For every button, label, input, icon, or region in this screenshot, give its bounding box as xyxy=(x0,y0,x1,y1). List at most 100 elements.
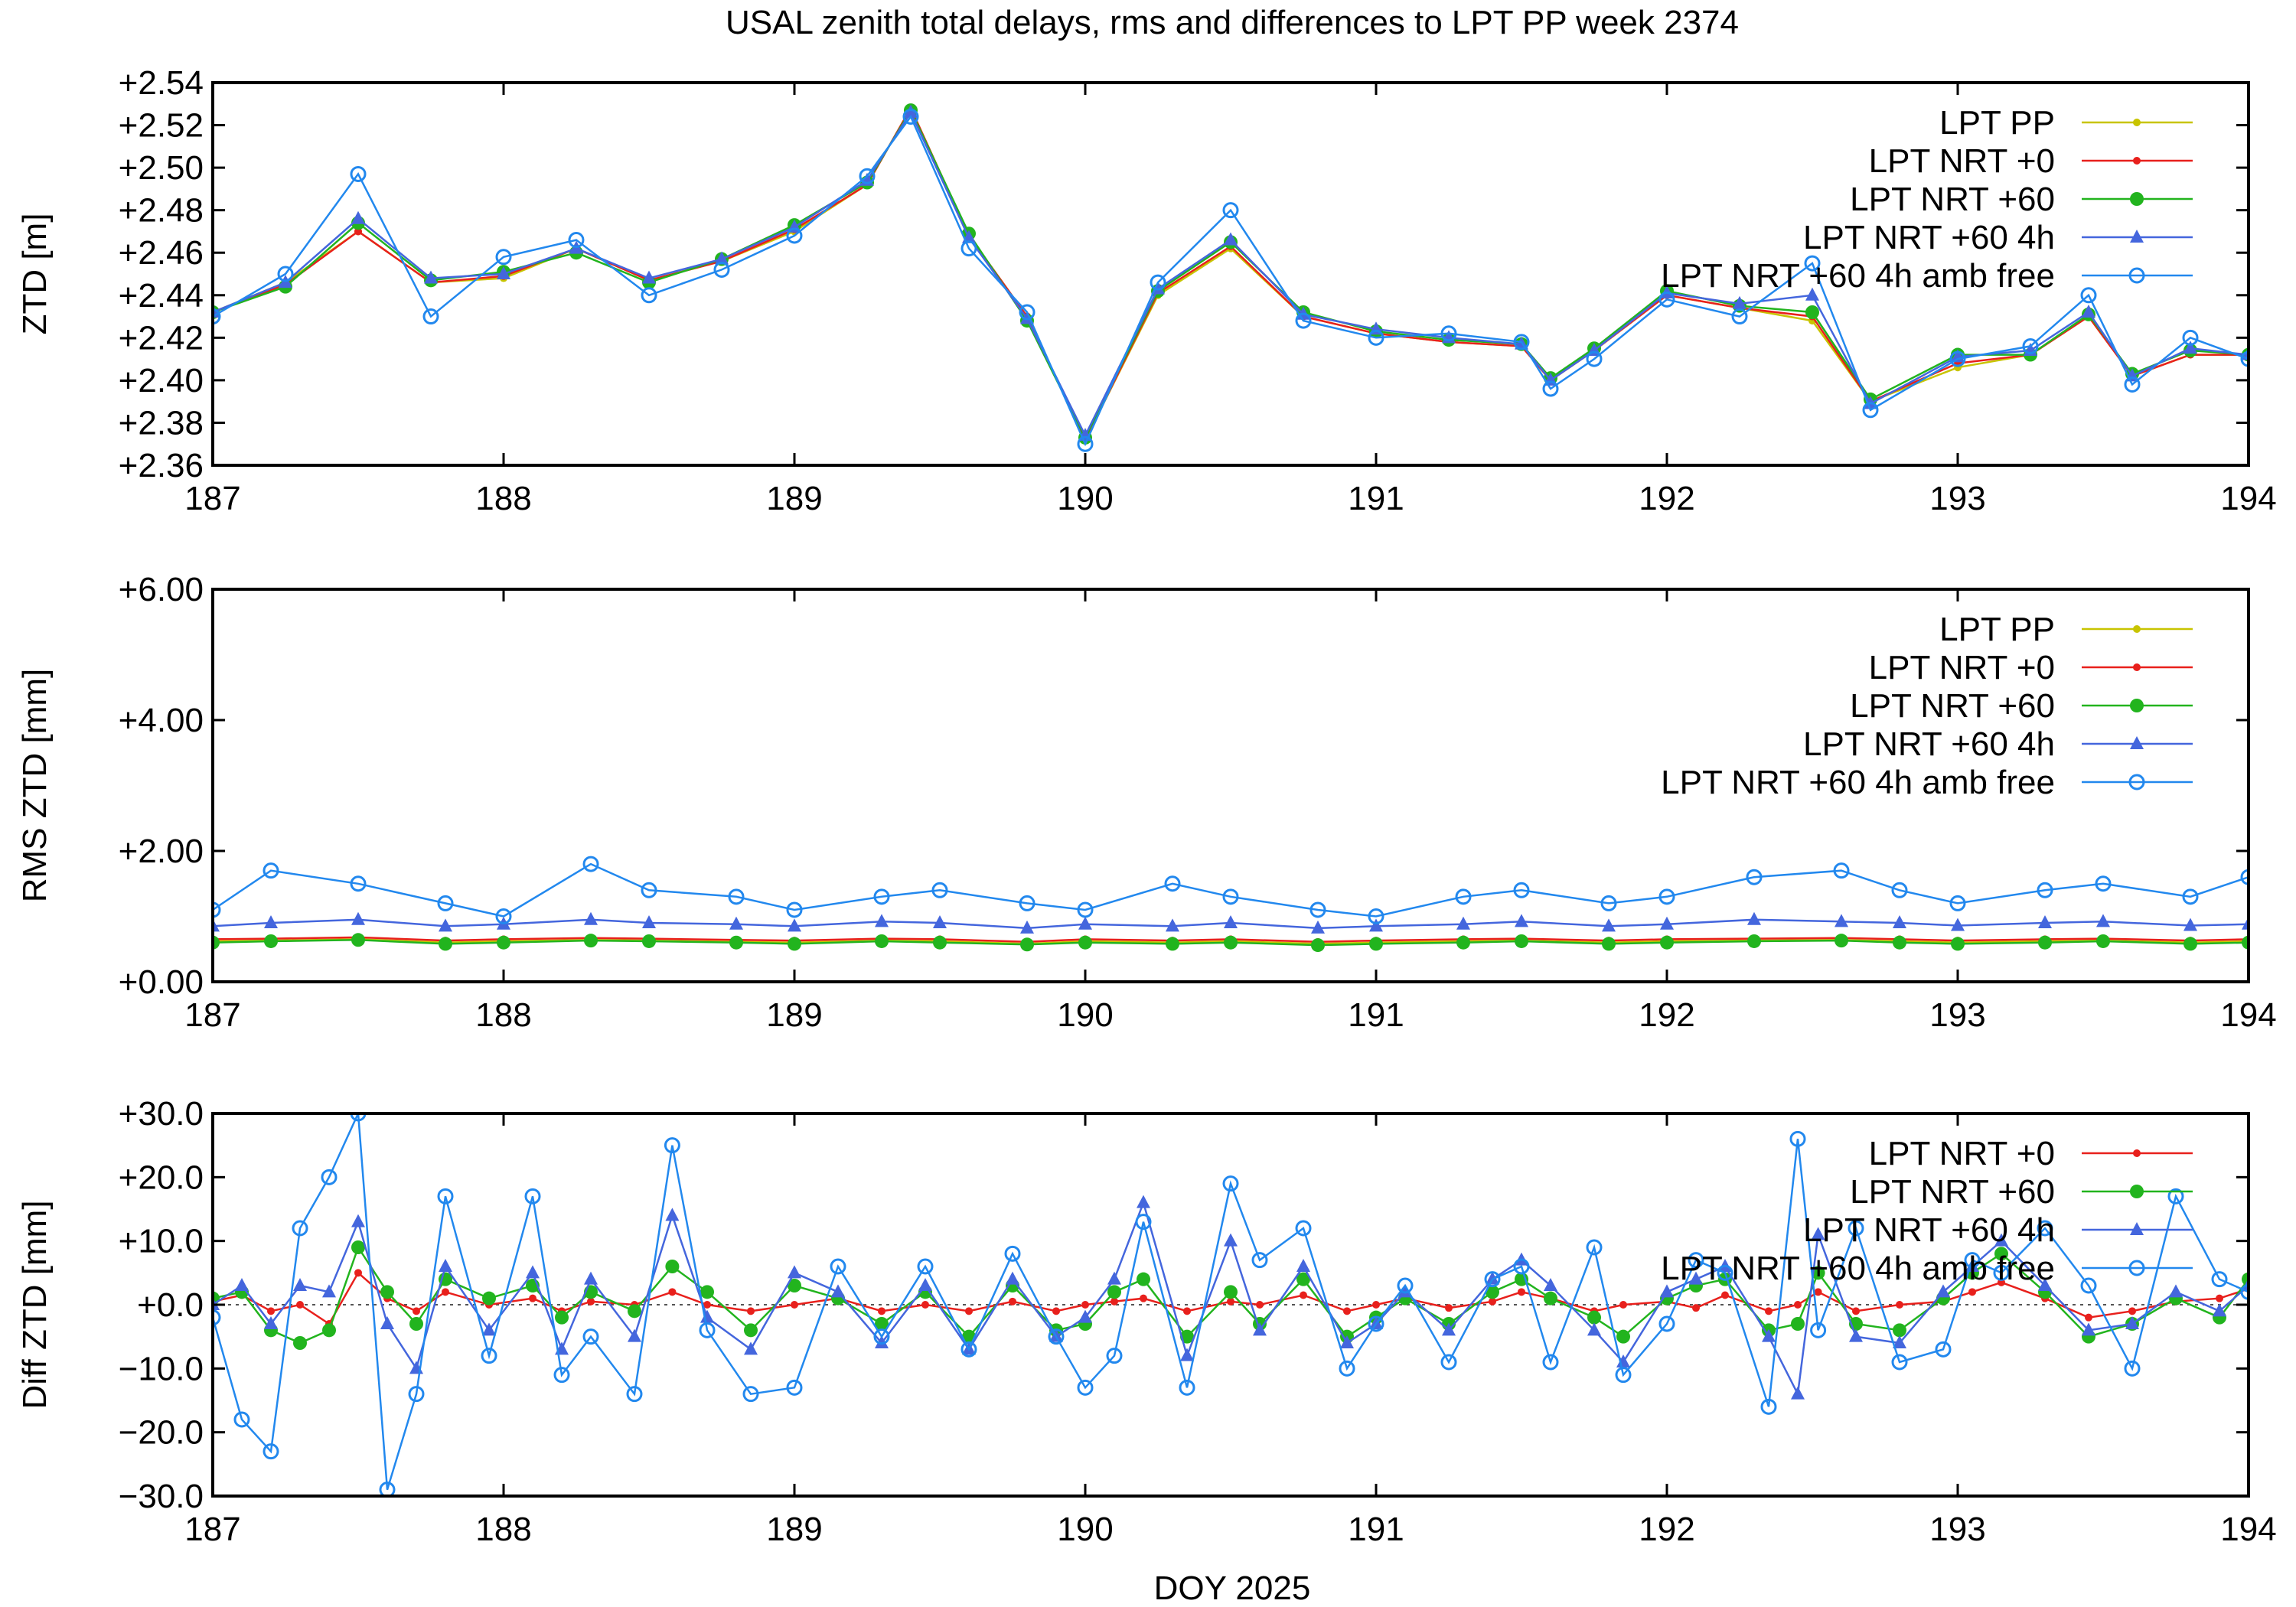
data-point xyxy=(1339,1360,1355,1377)
data-point xyxy=(1486,1271,1499,1285)
data-point xyxy=(878,1307,885,1315)
x-tick-label: 187 xyxy=(184,996,240,1034)
series-line xyxy=(213,114,2249,447)
data-point xyxy=(1369,937,1383,951)
data-point xyxy=(442,1288,449,1296)
data-point xyxy=(2085,1313,2092,1322)
data-point xyxy=(1513,882,1530,898)
data-point xyxy=(791,1301,798,1309)
x-tick-label: 187 xyxy=(184,480,240,517)
data-point xyxy=(213,1309,221,1326)
data-point xyxy=(1586,1239,1603,1256)
data-point xyxy=(1052,1307,1060,1315)
data-point xyxy=(1658,888,1675,905)
data-point xyxy=(2183,341,2197,354)
data-point xyxy=(1179,1379,1195,1396)
data-point xyxy=(524,1188,541,1204)
data-point xyxy=(1811,1266,1825,1280)
series-line xyxy=(213,110,2249,438)
data-point xyxy=(439,1259,452,1272)
plot-area xyxy=(213,856,2249,953)
legend-label: LPT PP xyxy=(1939,611,2055,648)
x-tick-label: 189 xyxy=(766,996,822,1034)
x-tick-label: 188 xyxy=(475,1511,531,1548)
legend-marker xyxy=(2133,119,2141,126)
legend-item-lpt-nrt-60-4h-amb-free: LPT NRT +60 4h amb free xyxy=(1661,764,2193,801)
data-point xyxy=(917,1258,934,1275)
data-point xyxy=(2182,329,2199,346)
data-point xyxy=(424,270,438,284)
data-point xyxy=(1110,1297,1118,1305)
data-point xyxy=(628,1304,641,1319)
data-point xyxy=(1692,1304,1700,1312)
data-point xyxy=(1440,325,1457,342)
data-point xyxy=(875,1335,889,1348)
data-point xyxy=(1891,1354,1908,1371)
data-point xyxy=(1343,1307,1351,1315)
data-point xyxy=(354,1269,362,1277)
data-point xyxy=(1893,915,1906,929)
data-point xyxy=(439,937,452,951)
data-point xyxy=(1180,1329,1194,1344)
data-point xyxy=(641,287,657,304)
data-point xyxy=(233,1411,250,1428)
legend-item-lpt-nrt-60-4h: LPT NRT +60 4h xyxy=(1803,219,2193,256)
legend-label: LPT PP xyxy=(1939,104,2055,142)
legend-marker xyxy=(2133,625,2141,633)
series-line xyxy=(213,1113,2249,1491)
data-point xyxy=(1295,312,1312,329)
data-point xyxy=(1587,1310,1601,1325)
legend-item-lpt-nrt-0: LPT NRT +0 xyxy=(1869,649,2193,686)
data-point xyxy=(1227,1297,1234,1305)
data-point xyxy=(293,1278,307,1291)
data-point xyxy=(1224,1285,1238,1299)
data-point xyxy=(1309,901,1326,918)
data-point xyxy=(1368,908,1384,924)
data-point xyxy=(1020,937,1034,952)
data-point xyxy=(2038,1278,2052,1291)
plot-area xyxy=(213,1113,2249,1496)
data-point xyxy=(742,1386,759,1403)
legend-item-lpt-pp: LPT PP xyxy=(1939,611,2193,648)
data-point xyxy=(1150,274,1166,291)
legend-marker xyxy=(2128,1260,2145,1276)
data-point xyxy=(409,1317,423,1331)
data-point xyxy=(788,918,801,932)
y-tick-label: +0.0 xyxy=(137,1286,204,1324)
y-tick-label: +2.48 xyxy=(119,192,204,230)
y-tick-label: +30.0 xyxy=(119,1095,204,1133)
data-point xyxy=(918,1278,932,1291)
data-point xyxy=(1616,1354,1630,1367)
data-point xyxy=(700,1309,714,1323)
data-point xyxy=(1489,1297,1496,1305)
data-point xyxy=(555,1310,569,1325)
data-point xyxy=(1542,380,1559,397)
data-point xyxy=(587,1297,595,1305)
data-point xyxy=(1862,402,1879,419)
data-point xyxy=(744,1323,758,1338)
data-point xyxy=(351,911,365,925)
data-point xyxy=(960,240,977,257)
data-point xyxy=(830,1258,846,1275)
data-point xyxy=(788,1265,801,1279)
data-point xyxy=(1848,1220,1864,1237)
data-point xyxy=(351,210,365,224)
data-point xyxy=(1456,935,1470,950)
data-point xyxy=(1762,1328,1776,1342)
data-point xyxy=(1513,1258,1530,1275)
data-point xyxy=(2080,1277,2097,1294)
data-point xyxy=(408,1386,425,1403)
x-tick-label: 188 xyxy=(475,480,531,517)
data-point xyxy=(1833,862,1850,879)
legend-label: LPT NRT +0 xyxy=(1869,142,2055,180)
data-point xyxy=(1949,350,1966,367)
x-tick-label: 193 xyxy=(1929,1511,1985,1548)
data-point xyxy=(1222,202,1239,219)
y-tick-label: +2.50 xyxy=(119,149,204,187)
legend-marker xyxy=(2130,192,2144,206)
data-point xyxy=(1544,1278,1557,1291)
data-point xyxy=(641,882,657,898)
legend-marker xyxy=(2130,230,2144,243)
data-point xyxy=(1660,1284,1674,1298)
data-point xyxy=(744,1341,758,1355)
